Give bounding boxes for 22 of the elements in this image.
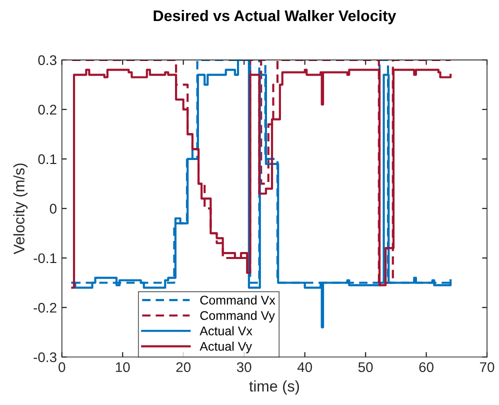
legend-label: Actual Vx xyxy=(200,326,252,336)
y-tick-label: 0.1 xyxy=(38,154,56,164)
x-tick-label: 20 xyxy=(176,362,191,372)
chart-title: Desired vs Actual Walker Velocity xyxy=(154,10,396,24)
legend-label: Command Vy xyxy=(200,310,275,322)
x-tick-label: 0 xyxy=(58,362,66,372)
x-tick-label: 30 xyxy=(236,362,252,372)
legend-label: Command Vx xyxy=(200,295,276,305)
y-tick-label: -0.1 xyxy=(34,253,56,264)
x-tick-label: 10 xyxy=(116,362,130,372)
x-tick-label: 50 xyxy=(358,362,373,372)
y-tick-label: 0.3 xyxy=(38,55,56,66)
x-tick-label: 70 xyxy=(480,362,494,372)
y-tick-label: -0.3 xyxy=(34,352,56,362)
legend-label: Actual Vy xyxy=(200,342,252,354)
y-tick-label: 0 xyxy=(50,204,56,214)
y-tick-label: 0.2 xyxy=(38,104,56,115)
x-axis-title: time (s) xyxy=(249,380,299,395)
y-tick-label: -0.2 xyxy=(34,302,56,313)
y-axis-title: Velocity (m/s) xyxy=(13,164,28,254)
x-tick-label: 40 xyxy=(297,362,312,372)
x-tick-label: 60 xyxy=(419,362,434,372)
